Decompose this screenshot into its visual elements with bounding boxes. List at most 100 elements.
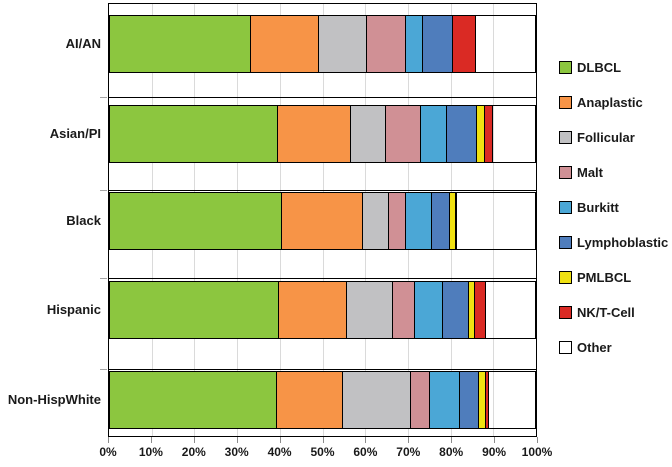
category-separator-line bbox=[109, 278, 536, 279]
bar-segment-burkitt bbox=[429, 372, 459, 428]
bar-segment-anaplastic bbox=[278, 282, 346, 338]
bar-segment-pmlbcl bbox=[477, 372, 486, 428]
category-label: Black bbox=[66, 213, 101, 228]
legend-item-burkitt: Burkitt bbox=[559, 190, 668, 225]
y-axis-tick bbox=[100, 369, 107, 370]
x-tick-label: 0% bbox=[99, 445, 117, 459]
bar-segment-lymphoblastic bbox=[441, 282, 468, 338]
legend-item-dlbcl: DLBCL bbox=[559, 50, 668, 85]
x-tick-label: 40% bbox=[267, 445, 292, 459]
legend-item-lymphoblastic: Lymphoblastic bbox=[559, 225, 668, 260]
bar-segment-nk-t-cell bbox=[473, 282, 485, 338]
bar-row-asian-pi bbox=[109, 105, 536, 163]
bar-segment-lymphoblastic bbox=[430, 193, 450, 249]
x-tick-label: 90% bbox=[482, 445, 507, 459]
legend-item-pmlbcl: PMLBCL bbox=[559, 260, 668, 295]
legend: DLBCL Anaplastic Follicular Malt Burkitt Lymp… bbox=[559, 50, 668, 365]
legend-item-anaplastic: Anaplastic bbox=[559, 85, 668, 120]
x-axis-tick bbox=[494, 437, 496, 443]
legend-swatch-lymphoblastic bbox=[559, 236, 572, 249]
bar-segment-dlbcl bbox=[110, 106, 277, 162]
legend-swatch-nk-t-cell bbox=[559, 306, 572, 319]
y-axis-tick bbox=[100, 278, 107, 279]
legend-label: NK/T-Cell bbox=[577, 305, 635, 320]
x-tick-label: 100% bbox=[521, 445, 553, 459]
legend-swatch-dlbcl bbox=[559, 61, 572, 74]
bar-segment-anaplastic bbox=[280, 193, 362, 249]
bar-segment-burkitt bbox=[405, 193, 431, 249]
plot-area bbox=[108, 3, 537, 437]
x-axis-tick bbox=[108, 437, 109, 443]
bar-segment-other bbox=[484, 282, 535, 338]
x-axis-tick bbox=[322, 437, 324, 443]
bar-row-ai-an bbox=[109, 15, 536, 73]
legend-swatch-burkitt bbox=[559, 201, 572, 214]
x-tick-label: 30% bbox=[224, 445, 249, 459]
x-axis-tick bbox=[236, 437, 238, 443]
bar-segment-dlbcl bbox=[110, 282, 279, 338]
legend-item-other: Other bbox=[559, 330, 668, 365]
bar-segment-lymphoblastic bbox=[445, 106, 476, 162]
bar-segment-dlbcl bbox=[110, 193, 281, 249]
bar-segment-burkitt bbox=[414, 282, 442, 338]
bar-segment-pmlbcl bbox=[467, 282, 474, 338]
legend-label: Lymphoblastic bbox=[577, 235, 669, 250]
bar-segment-malt bbox=[365, 16, 406, 72]
bar-segment-nk-t-cell bbox=[483, 106, 493, 162]
bar-segment-other bbox=[487, 372, 535, 428]
x-tick-label: 50% bbox=[310, 445, 335, 459]
bar-segment-other bbox=[475, 16, 535, 72]
legend-label: Burkitt bbox=[577, 200, 619, 215]
y-axis-tick bbox=[100, 190, 107, 191]
bar-segment-malt bbox=[392, 282, 415, 338]
y-axis-tick bbox=[100, 97, 107, 98]
bar-segment-nk-t-cell bbox=[451, 16, 476, 72]
bar-segment-burkitt bbox=[405, 16, 423, 72]
x-tick-label: 60% bbox=[353, 445, 378, 459]
bar-segment-pmlbcl bbox=[449, 193, 455, 249]
legend-swatch-pmlbcl bbox=[559, 271, 572, 284]
bar-segment-nk-t-cell bbox=[454, 193, 457, 249]
category-label: Non-HispWhite bbox=[7, 392, 101, 407]
bar-segment-pmlbcl bbox=[475, 106, 484, 162]
category-label: Asian/PI bbox=[49, 126, 101, 141]
legend-swatch-malt bbox=[559, 166, 572, 179]
bar-segment-anaplastic bbox=[275, 372, 343, 428]
x-tick-label: 70% bbox=[396, 445, 421, 459]
x-axis-tick bbox=[193, 437, 195, 443]
x-tick-label: 80% bbox=[439, 445, 464, 459]
legend-item-nk-t-cell: NK/T-Cell bbox=[559, 295, 668, 330]
category-separator-line bbox=[109, 190, 536, 191]
bar-segment-malt bbox=[384, 106, 420, 162]
gridline-90pct bbox=[493, 3, 495, 436]
legend-item-follicular: Follicular bbox=[559, 120, 668, 155]
legend-swatch-anaplastic bbox=[559, 96, 572, 109]
category-separator-line bbox=[109, 97, 536, 98]
bar-segment-other bbox=[456, 193, 535, 249]
bar-segment-malt bbox=[409, 372, 430, 428]
bar-segment-dlbcl bbox=[110, 372, 276, 428]
bar-row-non-hispwhite bbox=[109, 371, 536, 429]
bar-segment-lymphoblastic bbox=[422, 16, 452, 72]
x-axis-tick bbox=[537, 437, 538, 443]
bar-segment-lymphoblastic bbox=[458, 372, 478, 428]
category-separator-line bbox=[109, 369, 536, 370]
bar-segment-follicular bbox=[361, 193, 388, 249]
legend-swatch-other bbox=[559, 341, 572, 354]
bar-segment-follicular bbox=[345, 282, 393, 338]
bar-row-black bbox=[109, 192, 536, 250]
legend-label: Anaplastic bbox=[577, 95, 643, 110]
bar-segment-follicular bbox=[349, 106, 385, 162]
category-separator-line bbox=[109, 3, 536, 4]
x-tick-label: 20% bbox=[181, 445, 206, 459]
x-axis-tick bbox=[451, 437, 453, 443]
legend-label: DLBCL bbox=[577, 60, 622, 75]
x-tick-label: 10% bbox=[138, 445, 163, 459]
legend-swatch-follicular bbox=[559, 131, 572, 144]
bar-segment-malt bbox=[387, 193, 406, 249]
legend-label: PMLBCL bbox=[577, 270, 632, 285]
bar-segment-dlbcl bbox=[110, 16, 251, 72]
legend-label: Other bbox=[577, 340, 612, 355]
bar-segment-burkitt bbox=[419, 106, 446, 162]
